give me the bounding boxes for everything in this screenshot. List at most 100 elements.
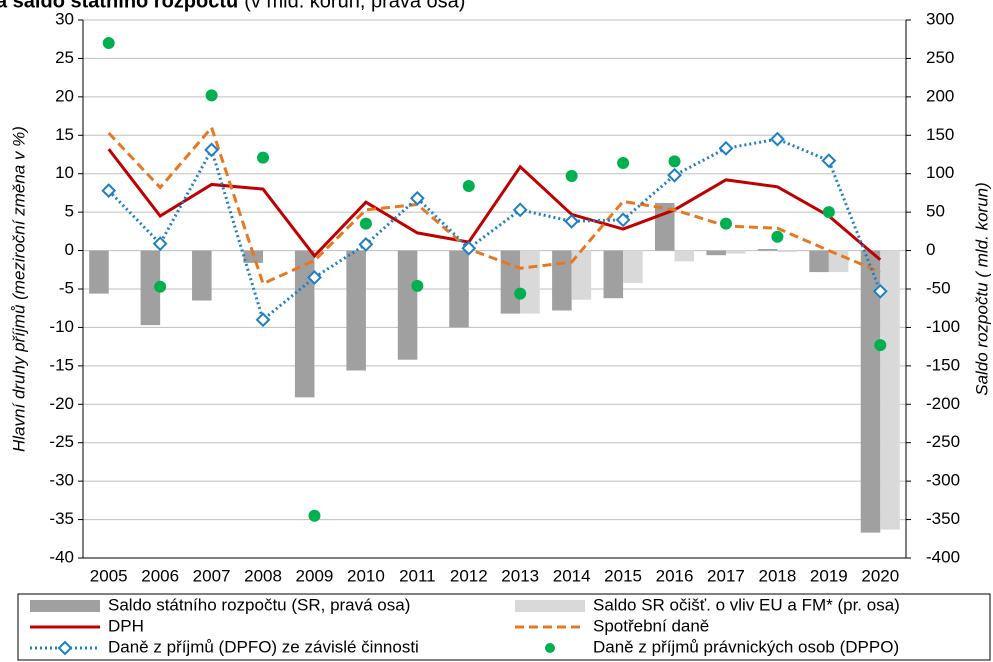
x-tick-label: 2017 <box>707 566 745 585</box>
marker <box>718 140 734 156</box>
point <box>411 279 424 292</box>
point <box>719 217 732 230</box>
point <box>154 280 167 293</box>
marker <box>615 212 631 228</box>
bar <box>674 250 695 262</box>
marker <box>564 213 580 229</box>
point <box>257 151 270 164</box>
bar <box>757 249 778 251</box>
legend-label: DPH <box>108 616 144 635</box>
y2-tick-label: -350 <box>926 509 960 528</box>
bar <box>192 250 212 301</box>
bar <box>397 250 418 360</box>
bar <box>880 250 900 530</box>
x-tick-label: 2010 <box>347 566 385 585</box>
point <box>822 206 835 219</box>
x-tick-label: 2013 <box>501 566 539 585</box>
legend-item: Saldo SR očišť. o vliv EU a FM* (pr. osa… <box>515 595 900 614</box>
marker <box>872 283 888 299</box>
x-tick-label: 2011 <box>399 566 436 585</box>
y-tick-label: -20 <box>49 394 74 413</box>
marker <box>821 153 837 169</box>
y-tick-label: 5 <box>65 202 74 221</box>
line <box>107 148 882 261</box>
marker <box>512 202 528 218</box>
point <box>205 89 218 102</box>
y-tick-label: -10 <box>49 317 74 336</box>
marker <box>667 167 682 183</box>
marker <box>769 131 785 147</box>
bar <box>243 250 264 263</box>
x-tick-label: 2014 <box>553 566 591 585</box>
legend-item: Spotřební daně <box>515 616 709 635</box>
bar <box>725 250 746 254</box>
y2-tick-label: 100 <box>926 163 954 182</box>
x-tick-label: 2008 <box>244 566 282 585</box>
x-tick-label: 2016 <box>656 566 694 585</box>
point <box>308 509 321 522</box>
legend-label: Daně z příjmů (DPFO) ze závislé činnosti <box>108 637 419 656</box>
marker <box>409 190 425 206</box>
bar <box>706 250 726 256</box>
y-tick-label: -15 <box>49 355 74 374</box>
bar <box>520 250 540 314</box>
legend-swatch <box>30 600 100 612</box>
y2-tick-label: -250 <box>926 432 960 451</box>
legend-item: Saldo státního rozpočtu (SR, pravá osa) <box>30 595 410 614</box>
marker <box>152 236 168 252</box>
legend-swatch <box>515 600 585 612</box>
bar <box>500 250 521 314</box>
y-axis-title: Hlavní druhy příjmů (meziroční změna v %… <box>9 126 28 452</box>
y-tick-label: -35 <box>49 509 74 528</box>
point <box>874 339 887 352</box>
legend-label: Saldo SR očišť. o vliv EU a FM* (pr. osa… <box>593 595 900 614</box>
legend-label: Daně z příjmů právnických osob (DPPO) <box>593 637 899 656</box>
y2-tick-label: -100 <box>926 317 960 336</box>
y2-tick-label: 150 <box>926 125 954 144</box>
y-tick-label: -25 <box>49 432 74 451</box>
x-tick-label: 2009 <box>296 566 334 585</box>
marker <box>204 142 220 158</box>
bars <box>89 202 900 533</box>
marker <box>461 240 477 256</box>
line <box>107 124 881 286</box>
y-tick-label: 10 <box>55 163 74 182</box>
point <box>462 180 475 193</box>
legend-item: Daně z příjmů (DPFO) ze závislé činnosti <box>30 637 419 656</box>
bar <box>828 250 849 273</box>
bar <box>809 250 829 273</box>
y2-axis-title: Saldo rozpočtu ( mld. korun) <box>972 182 991 396</box>
point <box>514 287 527 300</box>
y2-tick-label: -50 <box>926 278 951 297</box>
bar <box>571 250 592 300</box>
point <box>359 217 372 230</box>
point <box>771 230 784 243</box>
bar <box>449 250 469 328</box>
bar <box>623 250 643 283</box>
y2-tick-label: -150 <box>926 355 960 374</box>
y2-tick-label: 50 <box>926 202 945 221</box>
line <box>107 137 882 323</box>
bar <box>294 250 315 398</box>
point <box>617 156 630 169</box>
x-tick-label: 2018 <box>758 566 796 585</box>
y2-tick-label: 300 <box>926 9 954 28</box>
y-tick-label: -30 <box>49 471 74 490</box>
x-tick-label: 2007 <box>193 566 231 585</box>
marker <box>307 270 322 285</box>
chart-title: a saldo státního rozpočtu <box>0 0 238 12</box>
x-tick-label: 2012 <box>450 566 488 585</box>
marker <box>255 312 271 328</box>
bar <box>603 250 624 299</box>
bar <box>552 250 572 311</box>
y-tick-label: 20 <box>55 86 74 105</box>
point <box>565 170 578 183</box>
legend-box <box>17 593 991 661</box>
x-tick-label: 2020 <box>861 566 899 585</box>
y-tick-label: -5 <box>59 278 74 297</box>
x-tick-label: 2015 <box>604 566 642 585</box>
marker <box>358 237 374 252</box>
x-tick-label: 2019 <box>810 566 848 585</box>
